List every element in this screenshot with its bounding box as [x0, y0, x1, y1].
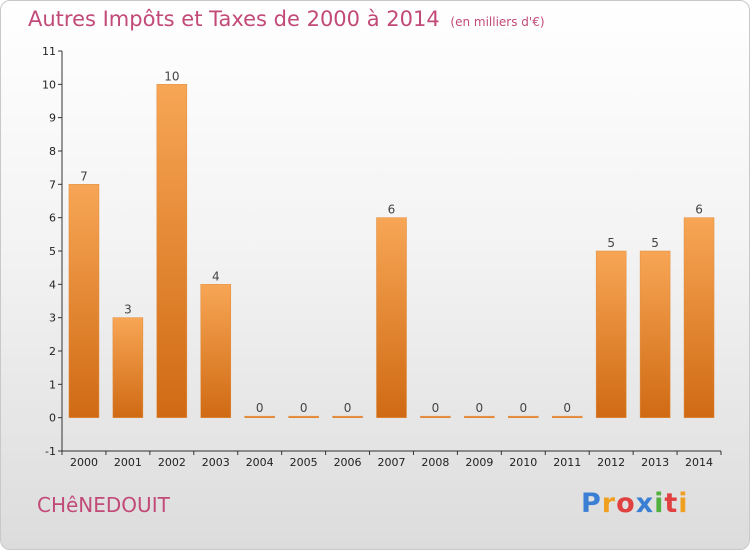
- logo-letter: P: [581, 488, 602, 519]
- y-tick-label: 1: [49, 378, 56, 391]
- bar-2005: [288, 415, 319, 418]
- x-tick-label: 2000: [70, 456, 98, 469]
- data-label: 10: [164, 69, 179, 83]
- x-tick-label: 2008: [421, 456, 449, 469]
- data-label: 4: [212, 269, 220, 283]
- x-tick-label: 2003: [202, 456, 230, 469]
- proxiti-logo: Proxiti: [581, 488, 689, 519]
- y-tick-label: 5: [49, 245, 56, 258]
- y-tick-label: 11: [42, 45, 56, 58]
- bars: [68, 84, 715, 418]
- x-tick-label: 2012: [597, 456, 625, 469]
- data-label: 0: [519, 401, 527, 415]
- bar-2007: [376, 217, 407, 418]
- data-label: 7: [80, 169, 88, 183]
- data-label: 5: [607, 236, 615, 250]
- chart-subtitle: (en milliers d'€): [450, 15, 545, 29]
- x-tick-label: 2011: [553, 456, 581, 469]
- x-tick-label: 2007: [378, 456, 406, 469]
- y-tick-label: -1: [45, 445, 56, 458]
- commune-name: CHêNEDOUIT: [37, 493, 170, 517]
- x-tick-label: 2009: [465, 456, 493, 469]
- bar-2008: [420, 415, 451, 418]
- data-label: 0: [344, 401, 352, 415]
- data-label: 0: [432, 401, 440, 415]
- data-label: 0: [256, 401, 264, 415]
- y-tick-label: 6: [49, 212, 56, 225]
- x-tick-label: 2004: [246, 456, 274, 469]
- x-tick-label: 2013: [641, 456, 669, 469]
- data-label: 0: [563, 401, 571, 415]
- bar-2012: [595, 250, 627, 418]
- x-tick-label: 2006: [334, 456, 362, 469]
- data-label: 6: [695, 203, 703, 217]
- x-tick-label: 2001: [114, 456, 142, 469]
- bar-2009: [464, 415, 495, 418]
- bar-2002: [156, 84, 188, 418]
- data-label: 6: [388, 203, 396, 217]
- y-tick-label: 8: [49, 145, 56, 158]
- bar-2013: [639, 250, 671, 418]
- logo-letter: t: [664, 488, 679, 519]
- y-tick-label: 3: [49, 312, 56, 325]
- y-tick-label: 9: [49, 112, 56, 125]
- data-label: 0: [476, 401, 484, 415]
- logo-letter: i: [654, 488, 665, 519]
- data-label: 0: [300, 401, 308, 415]
- bar-2010: [508, 415, 539, 418]
- bar-2004: [244, 415, 275, 418]
- y-tick-label: 7: [49, 178, 56, 191]
- x-tick-label: 2014: [685, 456, 713, 469]
- y-tick-label: 10: [42, 78, 56, 91]
- x-tick-label: 2010: [509, 456, 537, 469]
- bar-2000: [68, 184, 100, 418]
- bar-2014: [683, 217, 715, 418]
- logo-letter: x: [635, 488, 655, 519]
- bar-2006: [332, 415, 363, 418]
- y-tick-label: 2: [49, 345, 56, 358]
- logo-letter: i: [678, 488, 689, 519]
- logo-letter: o: [616, 488, 636, 519]
- axes: -1 0 1 2 3 4 5 6 7 8 9 10 11 2000 2001 2002 2003 2004 2005…: [42, 45, 722, 469]
- bar-2011: [551, 415, 583, 418]
- data-label: 3: [124, 303, 132, 317]
- y-tick-label: 4: [49, 278, 56, 291]
- bar-2003: [200, 284, 232, 418]
- data-label: 5: [651, 236, 659, 250]
- bar-2001: [112, 317, 144, 418]
- chart-title: Autres Impôts et Taxes de 2000 à 2014 (e…: [28, 7, 545, 31]
- y-tick-label: 0: [49, 412, 56, 425]
- x-tick-label: 2002: [158, 456, 186, 469]
- x-tick-label: 2005: [290, 456, 318, 469]
- chart-title-text: Autres Impôts et Taxes de 2000 à 2014: [28, 7, 440, 31]
- data-labels: 7 3 10 4 0 0 0 6 0 0 0 0 5 5 6: [80, 69, 703, 415]
- logo-letter: r: [601, 488, 617, 519]
